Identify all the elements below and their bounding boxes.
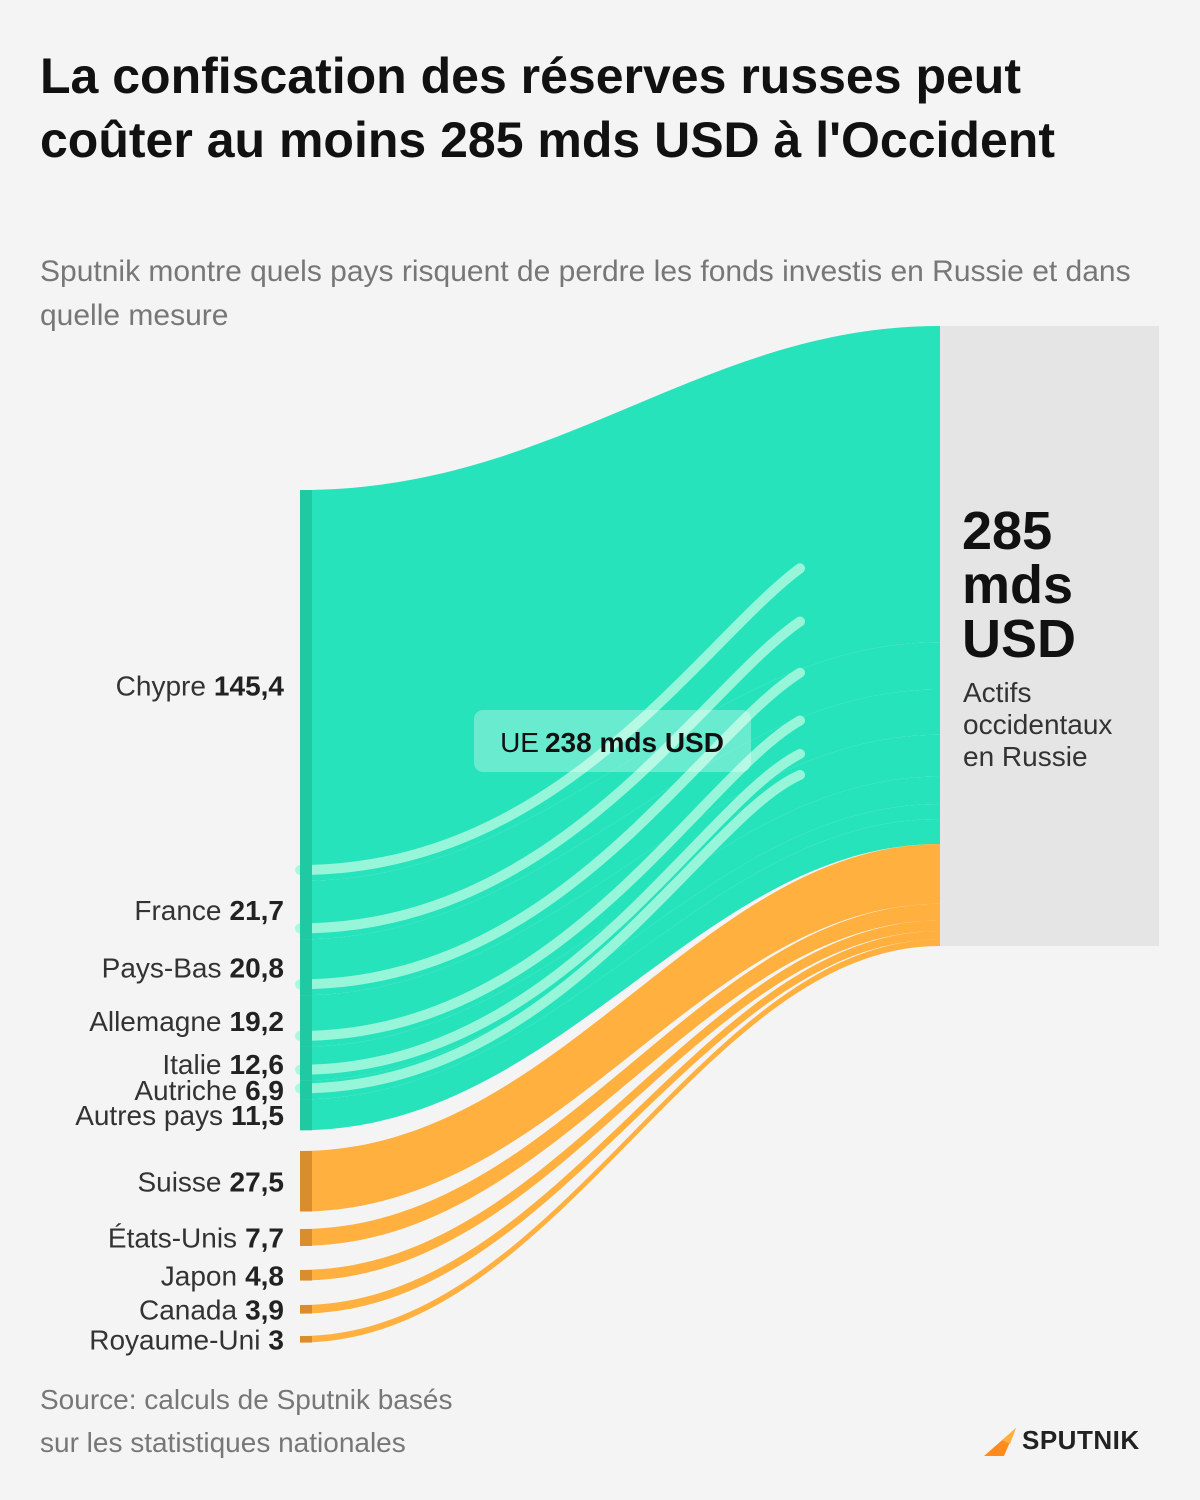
separator-pays-bas	[295, 616, 805, 934]
separator-italie	[295, 715, 805, 1041]
eu-badge-value: 238 mds USD	[545, 727, 724, 758]
separator-autriche	[295, 748, 805, 1075]
country-name: Autres pays	[75, 1100, 223, 1131]
bar-royaume-uni	[300, 1336, 312, 1343]
country-name: Suisse	[137, 1166, 221, 1197]
country-value: 145,4	[214, 670, 284, 701]
label-allemagne: Allemagne 19,2	[89, 1006, 284, 1037]
country-name: Japon	[161, 1260, 237, 1291]
country-value: 6,9	[245, 1075, 284, 1106]
separator-allemagne	[295, 667, 805, 990]
label-pays-bas: Pays-Bas 20,8	[102, 952, 284, 983]
eu-badge: UE 238 mds USD	[474, 710, 751, 772]
bar-italie	[300, 1046, 312, 1081]
eu-badge-background	[474, 710, 751, 772]
bar-chypre	[300, 490, 312, 881]
country-bars	[300, 490, 312, 1343]
country-labels: Chypre 145,4 France 21,7 Pays-Bas 20,8 Allemag…	[75, 670, 284, 1355]
label-italie: Italie 12,6	[162, 1049, 284, 1080]
country-name: Allemagne	[89, 1006, 221, 1037]
chart-subtitle: Sputnik montre quels pays risquent de pe…	[40, 255, 1131, 332]
separator-autres-pays	[295, 769, 805, 1094]
country-name: France	[134, 895, 221, 926]
bar-allemagne	[300, 995, 312, 1047]
country-name: Autriche	[134, 1075, 237, 1106]
label-royaume-uni: Royaume-Uni 3	[89, 1324, 284, 1355]
total-node: 285 mds USD Actifs occidentaux en Russie	[940, 326, 1159, 946]
flow-suisse	[300, 843, 940, 1212]
label-autres-pays: Autres pays 11,5	[75, 1100, 284, 1131]
source-line-2: sur les statistiques nationales	[40, 1427, 406, 1458]
flow-etats-unis	[300, 903, 940, 1246]
country-name: Italie	[162, 1049, 221, 1080]
country-value: 20,8	[230, 952, 285, 983]
country-name: Chypre	[116, 670, 206, 701]
label-france: France 21,7	[134, 895, 284, 926]
bar-autriche	[300, 1080, 312, 1100]
country-value: 3,9	[245, 1294, 284, 1325]
flow-chypre	[300, 326, 940, 881]
country-name: Canada	[139, 1294, 238, 1325]
bar-etats-unis	[300, 1229, 312, 1246]
eu-badge-label: UE 238 mds USD	[500, 727, 724, 758]
source-line-1: Source: calculs de Sputnik basés	[40, 1384, 453, 1415]
country-value: 3	[268, 1324, 284, 1355]
separator-france	[295, 563, 805, 875]
country-value: 7,7	[245, 1222, 284, 1253]
eu-badge-group: UE	[500, 727, 539, 758]
label-suisse: Suisse 27,5	[137, 1166, 284, 1197]
bar-france	[300, 880, 312, 940]
country-value: 19,2	[230, 1006, 285, 1037]
bar-japon	[300, 1270, 312, 1281]
label-chypre: Chypre 145,4	[116, 670, 285, 701]
country-name: États-Unis	[108, 1222, 237, 1253]
bar-pays-bas	[300, 939, 312, 996]
label-autriche: Autriche 6,9	[134, 1075, 284, 1106]
source-note: Source: calculs de Sputnik basés sur les…	[40, 1378, 740, 1464]
bar-canada	[300, 1305, 312, 1314]
country-value: 11,5	[231, 1100, 284, 1131]
country-value: 4,8	[245, 1260, 284, 1291]
total-desc-line2: occidentaux	[963, 709, 1112, 740]
total-desc-line3: en Russie	[963, 741, 1088, 772]
sputnik-logo: SPUTNIK	[980, 1420, 1170, 1460]
chart-title: La confiscation des réserves russes peut…	[40, 48, 1055, 168]
flow-autriche	[300, 803, 940, 1100]
bar-suisse	[300, 1151, 312, 1212]
flow-italie	[300, 776, 940, 1081]
flow-autres-pays	[300, 818, 940, 1131]
total-value-line2: mds	[962, 555, 1073, 615]
sputnik-logo-text: SPUTNIK	[1022, 1424, 1140, 1455]
label-etats-unis: États-Unis 7,7	[108, 1222, 284, 1253]
label-canada: Canada 3,9	[139, 1294, 284, 1325]
bar-autres-pays	[300, 1099, 312, 1131]
total-desc-line1: Actifs	[963, 677, 1031, 708]
country-value: 21,7	[230, 895, 285, 926]
sputnik-logo-icon	[984, 1428, 1016, 1456]
country-name: Royaume-Uni	[89, 1324, 260, 1355]
total-value-line1: 285	[962, 501, 1052, 561]
total-value-line3: USD	[962, 609, 1076, 669]
country-name: Pays-Bas	[102, 952, 222, 983]
flow-ribbons	[295, 326, 940, 1343]
label-japon: Japon 4,8	[161, 1260, 284, 1291]
country-value: 12,6	[230, 1049, 285, 1080]
country-value: 27,5	[230, 1166, 285, 1197]
total-box	[940, 326, 1159, 946]
